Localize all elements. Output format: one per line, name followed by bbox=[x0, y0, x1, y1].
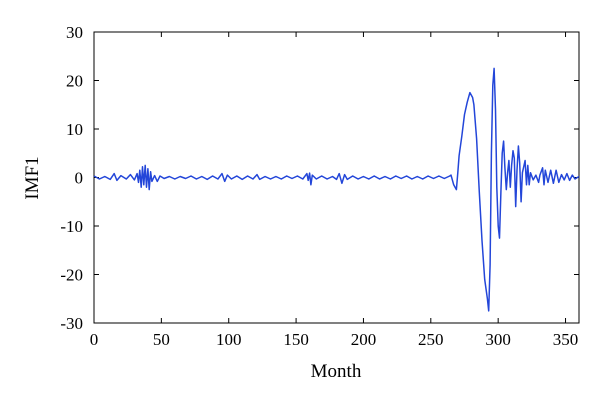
y-tick-label: 10 bbox=[66, 120, 83, 139]
y-tick-label: -20 bbox=[60, 266, 83, 285]
axis-ticks bbox=[93, 31, 579, 324]
y-axis-label: IMF1 bbox=[22, 156, 43, 199]
x-tick-label: 350 bbox=[553, 330, 579, 349]
x-tick-label: 300 bbox=[485, 330, 511, 349]
x-axis-label: Month bbox=[311, 361, 362, 382]
x-tick-label: 250 bbox=[418, 330, 444, 349]
series-layer bbox=[93, 67, 580, 312]
axis-tick-labels: 0 50 100 150 200 250 300 350 -30 -20 -10 0 10 20 30 bbox=[60, 23, 578, 349]
y-tick-label: 30 bbox=[66, 23, 83, 42]
y-tick-label: 20 bbox=[66, 72, 83, 91]
y-tick-label: -10 bbox=[60, 217, 83, 236]
x-tick-label: 100 bbox=[216, 330, 242, 349]
plot-area bbox=[93, 31, 580, 324]
x-tick-label: 50 bbox=[153, 330, 170, 349]
x-tick-label: 0 bbox=[90, 330, 99, 349]
x-tick-label: 200 bbox=[351, 330, 377, 349]
y-tick-label: 0 bbox=[75, 169, 84, 188]
imf1-series-line bbox=[93, 67, 580, 312]
y-tick-label: -30 bbox=[60, 314, 83, 333]
x-tick-label: 150 bbox=[283, 330, 309, 349]
